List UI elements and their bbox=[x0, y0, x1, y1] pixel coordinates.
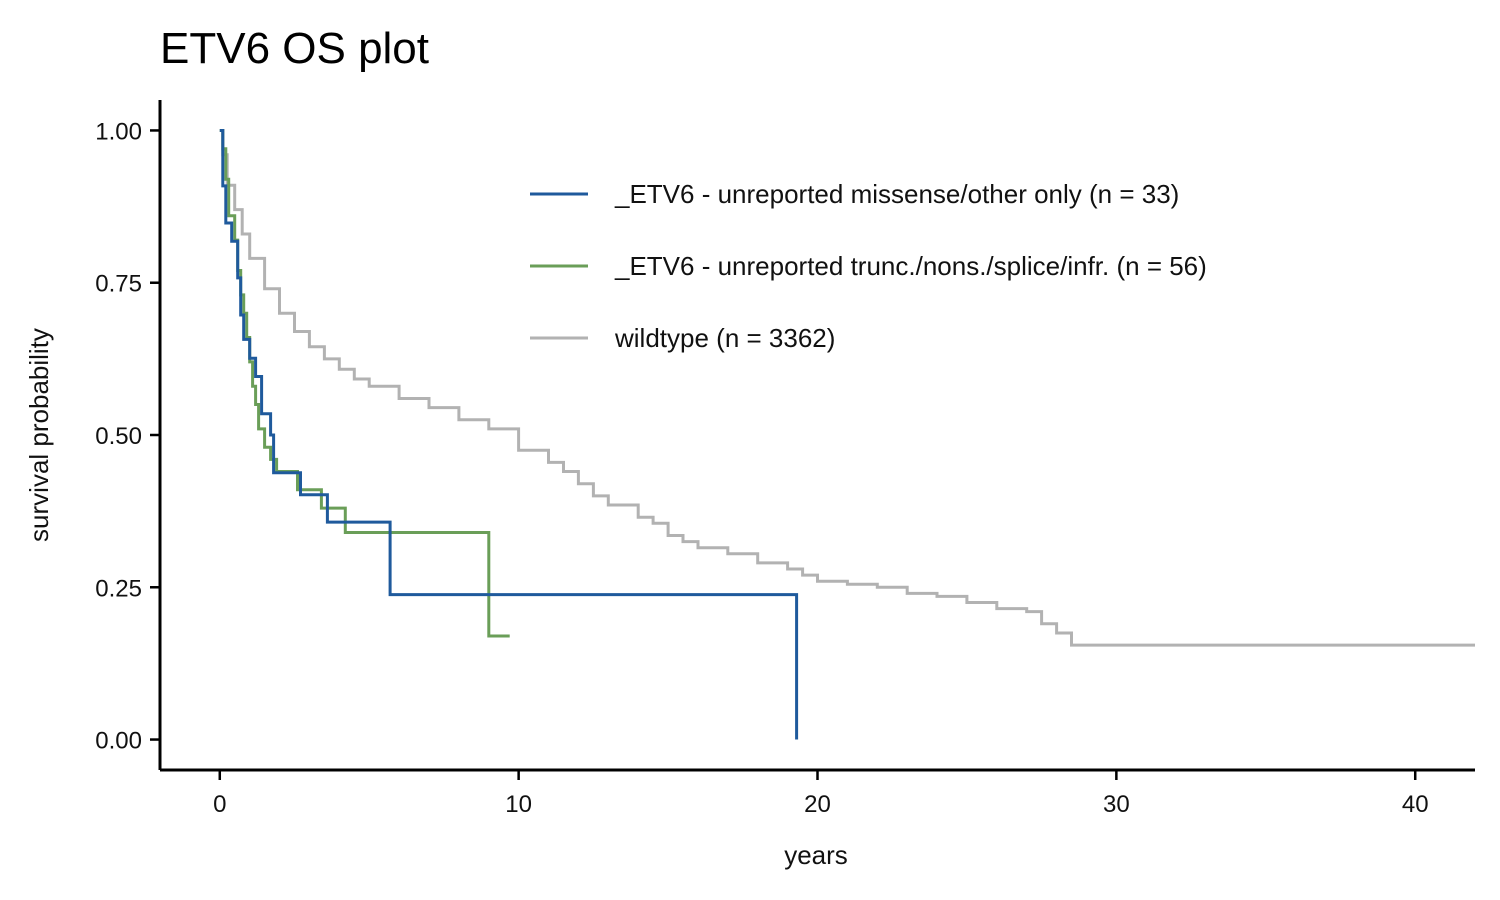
series-layer bbox=[219, 129, 1475, 740]
series-line-2 bbox=[219, 129, 1475, 647]
x-tick-label: 0 bbox=[213, 791, 226, 818]
y-tick-label: 0.50 bbox=[95, 423, 142, 450]
legend-label-2: wildtype (n = 3362) bbox=[614, 323, 835, 353]
y-axis-title: survival probability bbox=[24, 328, 54, 542]
x-axis-title: years bbox=[784, 840, 848, 870]
x-tick-label: 30 bbox=[1103, 791, 1130, 818]
legend-label-0: _ETV6 - unreported missense/other only (… bbox=[614, 179, 1179, 209]
x-tick-label: 40 bbox=[1402, 791, 1429, 818]
y-tick-label: 0.00 bbox=[95, 728, 142, 755]
x-tick-label: 10 bbox=[505, 791, 532, 818]
series-line-1 bbox=[219, 129, 510, 638]
legend: _ETV6 - unreported missense/other only (… bbox=[530, 179, 1207, 353]
y-tick-label: 1.00 bbox=[95, 118, 142, 145]
chart-title: ETV6 OS plot bbox=[160, 24, 429, 73]
legend-label-1: _ETV6 - unreported trunc./nons./splice/i… bbox=[614, 251, 1207, 281]
y-tick-label: 0.25 bbox=[95, 575, 142, 602]
y-tick-label: 0.75 bbox=[95, 271, 142, 298]
axes-group: 0 10 20 30 40 0.00 0.25 0.50 0.75 1.00 bbox=[95, 100, 1475, 818]
series-line-0 bbox=[219, 129, 799, 740]
x-tick-label: 20 bbox=[804, 791, 831, 818]
